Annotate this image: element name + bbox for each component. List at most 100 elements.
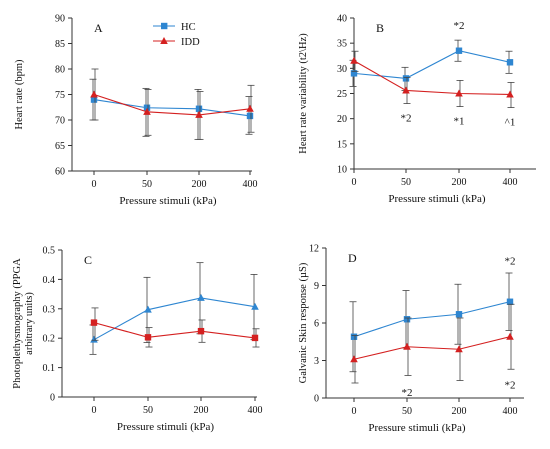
data-point (143, 104, 151, 111)
panel-label: C (84, 253, 92, 267)
chart-panel-a: 60 65 70 75 80 85 90 0 50 200 400 Pressure stimuli … (14, 14, 258, 208)
data-point (402, 75, 410, 82)
y-tick-label: 85 (55, 39, 65, 50)
y-axis-label: Heart rate (bpm) (14, 59, 25, 129)
series-line (353, 301, 511, 338)
y-tick-label: 25 (337, 89, 347, 100)
y-tick-label: 20 (337, 114, 347, 125)
legend-label-hc: HC (181, 22, 196, 33)
x-tick-label: 400 (243, 179, 258, 190)
series-idd (90, 68, 255, 140)
significance-annotation: ^1 (505, 117, 516, 129)
y-tick-label: 60 (55, 167, 65, 178)
y-tick-label: 75 (55, 90, 65, 101)
significance-annotation: *2 (401, 113, 412, 125)
data-point (350, 56, 358, 64)
series-idd (350, 303, 515, 384)
x-tick-label: 50 (401, 177, 411, 188)
y-tick-label: 9 (314, 281, 319, 292)
series-line (93, 322, 256, 339)
y-tick-label: 30 (337, 64, 347, 75)
significance-annotation: *2 (505, 255, 516, 267)
data-point (455, 311, 463, 318)
y-tick-label: 35 (337, 39, 347, 50)
data-point (506, 332, 514, 340)
data-point (90, 90, 98, 98)
y-tick-label: 0 (50, 393, 55, 404)
y-axis-label: Photoplethysmography (PPGAarbitrary unit… (12, 258, 35, 389)
y-tick-label: 70 (55, 116, 65, 127)
x-tick-label: 400 (503, 177, 518, 188)
significance-annotation: *2 (505, 379, 516, 391)
x-tick-label: 200 (452, 406, 467, 417)
data-point (455, 345, 463, 353)
y-tick-label: 3 (314, 356, 319, 367)
series-hc (89, 78, 254, 140)
panel-label: D (348, 251, 357, 265)
data-point (90, 319, 98, 326)
data-point (246, 112, 254, 120)
x-axis-label: Pressure stimuli (kPa) (117, 421, 214, 433)
y-tick-label: 0.3 (43, 304, 56, 315)
data-point (403, 342, 411, 350)
panel-label: A (94, 21, 103, 35)
data-point (403, 316, 411, 323)
y-tick-label: 15 (337, 139, 347, 150)
y-tick-label: 40 (337, 14, 347, 25)
y-tick-label: 80 (55, 65, 65, 76)
y-tick-label: 10 (337, 165, 347, 176)
x-tick-label: 50 (402, 406, 412, 417)
y-tick-label: 65 (55, 141, 65, 152)
y-axis-label-line: Photoplethysmography (PPGA (12, 258, 23, 389)
x-tick-label: 400 (503, 406, 518, 417)
x-tick-label: 0 (92, 405, 97, 416)
data-point (195, 105, 203, 112)
x-tick-label: 200 (452, 177, 467, 188)
y-axis-label: Heart rate variability (t2\Hz) (298, 33, 309, 154)
x-axis-label: Pressure stimuli (kPa) (119, 195, 216, 207)
data-point (455, 89, 463, 97)
data-point (350, 333, 358, 340)
y-tick-label: 6 (314, 319, 319, 330)
data-point (251, 334, 259, 342)
series-idd (90, 307, 260, 348)
y-tick-label: 0.4 (43, 275, 56, 286)
data-point (143, 107, 151, 115)
data-point (350, 70, 358, 77)
x-tick-label: 0 (352, 177, 357, 188)
chart-panel-c: 0 0.1 0.2 0.3 0.4 0.5 0 50 200 400 Pressure stimul… (12, 246, 263, 434)
series-hc (89, 262, 259, 355)
legend: HC IDD (153, 22, 200, 48)
data-point (251, 302, 259, 310)
data-point (144, 305, 152, 313)
y-tick-label: 12 (309, 244, 319, 255)
legend-marker-idd (160, 37, 168, 44)
y-tick-label: 0.5 (43, 246, 56, 257)
series-idd (350, 50, 515, 108)
x-tick-label: 0 (352, 406, 357, 417)
legend-label-idd: IDD (181, 37, 200, 48)
data-point (506, 90, 514, 98)
chart-panel-d: 0 3 6 9 12 0 50 200 400 Pressure stimuli (kPa) Gal… (298, 244, 524, 434)
series-line (353, 60, 511, 96)
legend-marker-hc (161, 22, 168, 30)
data-point (402, 86, 410, 94)
x-axis-label: Pressure stimuli (kPa) (368, 422, 465, 434)
data-point (455, 47, 463, 54)
series-hc (349, 39, 514, 91)
data-point (197, 293, 205, 301)
y-tick-label: 0.1 (43, 363, 56, 374)
x-tick-label: 50 (142, 179, 152, 190)
significance-annotation: *2 (454, 20, 465, 32)
significance-annotation: *2 (402, 387, 413, 399)
x-tick-label: 400 (248, 405, 263, 416)
x-tick-label: 0 (92, 179, 97, 190)
data-point (246, 104, 254, 112)
series-line (93, 93, 251, 116)
series-hc (349, 272, 514, 373)
data-point (90, 96, 98, 103)
y-tick-label: 0.2 (43, 334, 56, 345)
y-axis-label: Galvanic Skin response (µS) (298, 262, 309, 383)
